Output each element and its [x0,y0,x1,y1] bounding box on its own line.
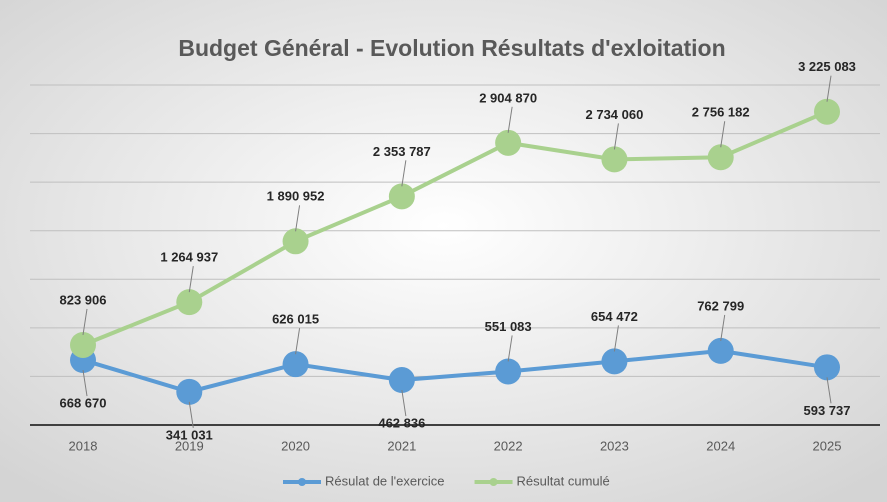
data-label: 626 015 [272,312,319,327]
x-tick-label: 2019 [175,438,204,453]
leader-line [295,328,301,355]
point [601,146,628,173]
point [70,331,96,358]
x-tick-label: 2023 [600,438,629,453]
point [814,98,840,125]
x-tick-label: 2025 [813,438,842,453]
point [707,144,734,171]
leader-line [401,389,407,417]
legend-label: Résulat de l'exercice [325,473,445,488]
x-tick-label: 2020 [281,438,310,453]
legend-marker [489,478,498,486]
point [176,289,203,316]
leader-line [295,205,301,232]
data-label: 2 756 182 [692,105,750,120]
data-label: 462 836 [378,415,425,430]
data-label: 551 083 [485,319,532,334]
leader-line [720,314,726,341]
point [495,129,522,156]
series-line [82,109,828,347]
point [707,337,734,364]
data-label: 1 264 937 [160,250,218,265]
leader-line [826,75,832,102]
point [495,358,522,385]
data-label: 762 799 [697,298,744,313]
x-tick-label: 2021 [387,438,416,453]
leader-line [826,377,832,404]
leader-line [188,401,194,428]
point [814,354,840,381]
data-label: 654 472 [591,309,638,324]
x-tick-label: 2024 [706,438,735,453]
leader-line [82,308,88,336]
point [388,183,415,210]
leader-line [720,121,726,148]
data-label: 2 904 870 [479,90,537,105]
data-label: 2 353 787 [373,144,431,159]
leader-line [82,369,88,397]
leader-line [507,335,513,362]
x-tick-label: 2018 [69,438,98,453]
data-label: 593 737 [804,403,851,418]
data-label: 1 890 952 [267,189,325,204]
leader-line [613,123,619,150]
point [388,367,415,394]
chart-title: Budget Général - Evolution Résultats d'e… [178,35,725,61]
point [282,351,309,378]
x-tick-label: 2022 [494,438,523,453]
leader-line [613,325,619,352]
legend-label: Résultat cumulé [517,473,610,488]
series-line [82,348,828,394]
leader-line [401,160,407,187]
point [282,228,309,255]
legend-marker [298,478,306,486]
leader-line [507,106,513,133]
point [601,348,628,375]
leader-line [188,266,194,293]
data-label: 2 734 060 [586,107,644,122]
data-label: 668 670 [60,395,107,410]
data-label: 3 225 083 [798,59,856,74]
point [176,378,203,405]
data-label: 823 906 [60,292,107,307]
data-label: 341 031 [166,427,213,442]
